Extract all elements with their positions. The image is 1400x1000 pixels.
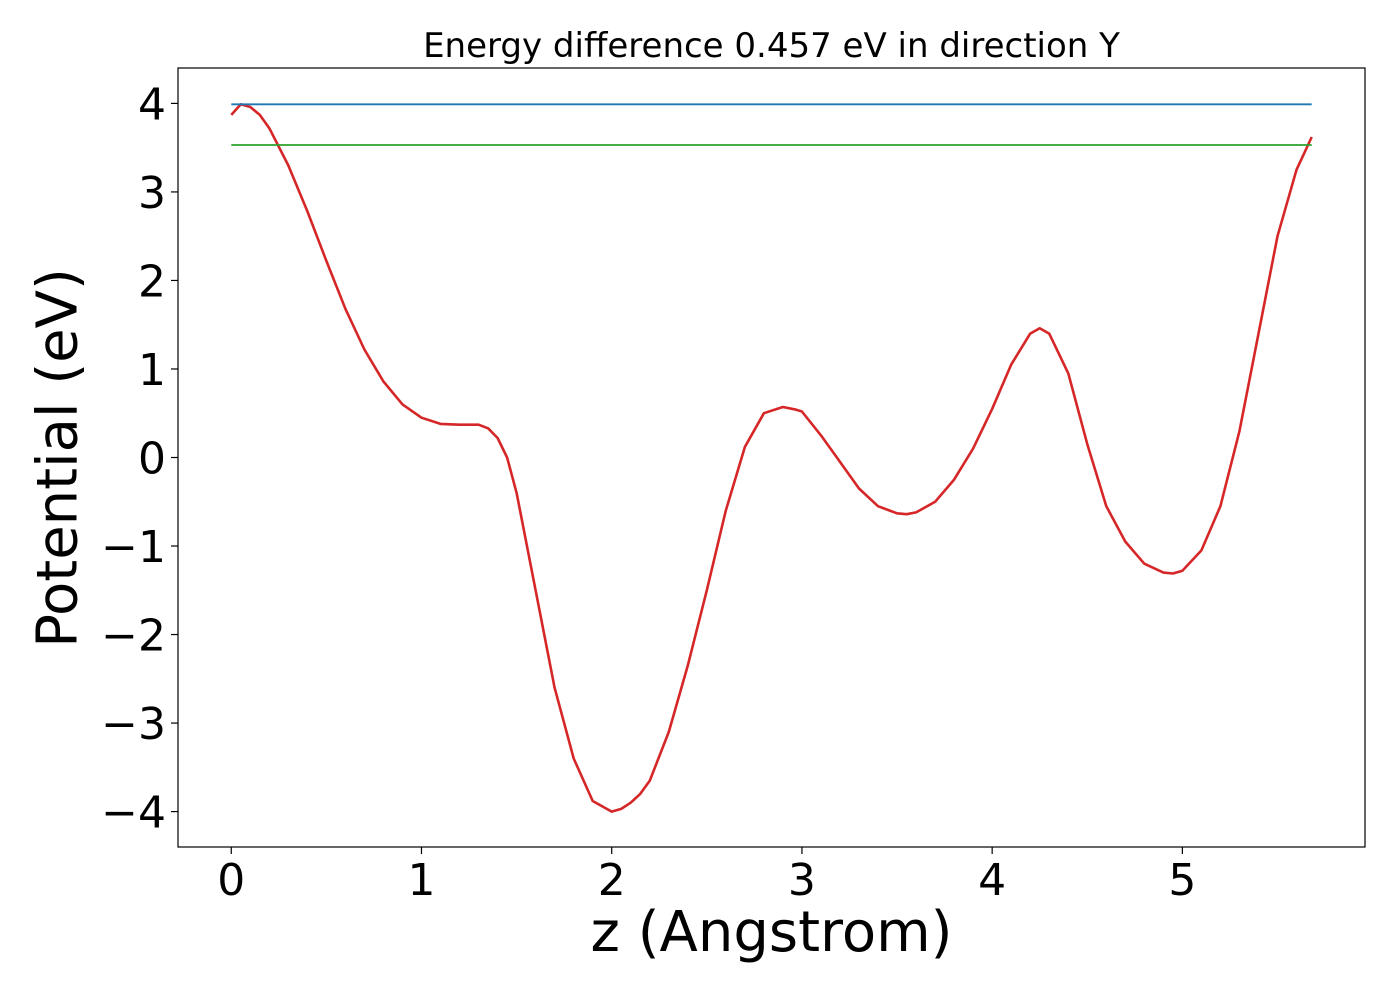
y-tick-label: −2 bbox=[101, 611, 166, 662]
y-axis-ticks: −4 −3 −2 −1 0 1 2 3 4 bbox=[101, 79, 178, 839]
chart-title: Energy difference 0.457 eV in direction … bbox=[423, 26, 1120, 66]
y-tick-label: 4 bbox=[138, 79, 166, 130]
x-tick-label: 0 bbox=[217, 855, 245, 906]
x-tick-label: 3 bbox=[788, 855, 816, 906]
series-line-potential-curve bbox=[230, 103, 1313, 813]
y-tick-label: 2 bbox=[138, 256, 166, 307]
x-axis-ticks: 0 1 2 3 4 5 bbox=[217, 847, 1196, 906]
y-tick-label: −4 bbox=[101, 788, 166, 839]
x-tick-label: 2 bbox=[598, 855, 626, 906]
x-tick-label: 4 bbox=[978, 855, 1006, 906]
y-tick-label: −1 bbox=[101, 522, 166, 573]
x-axis-label: z (Angstrom) bbox=[590, 900, 953, 965]
x-tick-label: 1 bbox=[407, 855, 435, 906]
plot-frame bbox=[177, 67, 1366, 848]
y-tick-label: 3 bbox=[138, 168, 166, 219]
y-tick-label: 0 bbox=[138, 434, 166, 485]
y-tick-label: 1 bbox=[138, 345, 166, 396]
y-tick-label: −3 bbox=[101, 699, 166, 750]
series-layer bbox=[230, 103, 1313, 813]
y-axis-label: Potential (eV) bbox=[25, 268, 91, 648]
x-tick-label: 5 bbox=[1168, 855, 1196, 906]
